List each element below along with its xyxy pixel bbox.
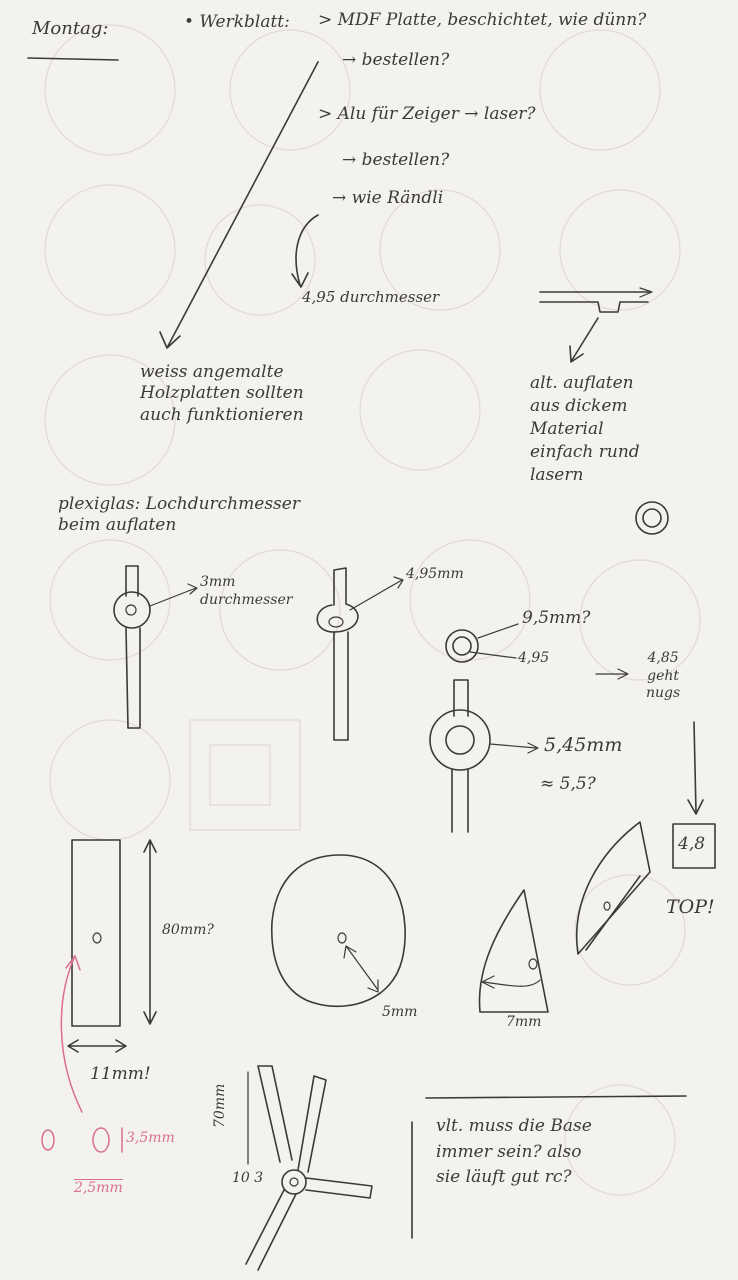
five45mm-label: 5,45mm — [544, 734, 623, 756]
heading-underline — [27, 57, 119, 61]
sector-shapes — [478, 821, 651, 1013]
weiss-note: weiss angemalte Holzplatten sollten auch… — [140, 362, 304, 425]
approx55-label: ≈ 5,5? — [540, 774, 596, 794]
clock-hand-3 — [429, 679, 539, 833]
bestellen-note-1: → bestellen? — [342, 50, 450, 70]
pink-circle-small — [41, 1129, 55, 1151]
profile-arrow — [639, 287, 653, 298]
pink-arrow-head — [65, 954, 81, 971]
four95-label: 4,95 — [518, 650, 550, 666]
large-disc — [271, 854, 406, 1008]
seventy-mm-label: 70mm — [212, 1083, 228, 1128]
diagonal-arrow-head — [159, 331, 181, 349]
diagonal-arrow-line — [167, 61, 319, 347]
profile-down-arrowhead — [569, 345, 584, 363]
five-mm-label: 5mm — [382, 1004, 418, 1020]
top-label: TOP! — [666, 896, 715, 918]
ring-outer — [635, 501, 669, 535]
alt-note: alt. auflaten aus dickem Material einfac… — [530, 373, 640, 485]
two5mm-label: 2,5mm — [74, 1180, 123, 1196]
curved-arrow-head — [291, 272, 309, 288]
result-box — [672, 823, 716, 869]
bestellen-note-2: → bestellen? — [342, 150, 450, 170]
bar-sketch — [67, 839, 157, 1053]
four85-label: 4,85 geht nugs — [646, 650, 681, 701]
washer-ring — [445, 623, 629, 680]
raendli-note: → wie Rändli — [332, 188, 444, 208]
alu-note: > Alu für Zeiger → laser? — [318, 104, 536, 124]
durchmesser-note: 4,95 durchmesser — [302, 288, 440, 306]
pink-circle-large — [92, 1127, 110, 1153]
ghost-marks — [44, 24, 701, 1196]
profile-down-arrow — [571, 317, 599, 361]
note-top-line — [425, 1095, 687, 1099]
ring-inner — [642, 508, 662, 528]
mdf-note: > MDF Platte, beschichtet, wie dünn? — [318, 10, 647, 30]
clock-hand-2 — [316, 567, 404, 741]
bottom-question-note: vlt. muss die Base immer sein? also sie … — [436, 1116, 592, 1187]
eleven-mm-label: 11mm! — [90, 1064, 151, 1084]
clock-hand-1 — [113, 565, 198, 729]
nine5mm-label: 9,5mm? — [522, 608, 591, 628]
three-arm-hand — [245, 1065, 373, 1271]
ten-three-label: 10 3 — [232, 1170, 264, 1186]
plexiglas-note: plexiglas: Lochdurchmesser beim auflaten — [58, 494, 300, 536]
box-value: 4,8 — [678, 834, 706, 854]
profile-sketch — [539, 291, 651, 313]
seven-mm-label: 7mm — [506, 1014, 542, 1030]
four95mm-label: 4,95mm — [406, 566, 464, 582]
three-mm-label: 3mm durchmesser — [200, 574, 293, 608]
eighty-mm-label: 80mm? — [162, 922, 214, 938]
pink-arrow — [60, 957, 83, 1113]
arrow-to-box — [693, 721, 697, 813]
curved-arrow — [295, 214, 319, 286]
werkblatt-label: • Werkblatt: — [184, 12, 290, 32]
heading: Montag: — [32, 18, 109, 39]
three5mm-label: 3,5mm — [126, 1130, 175, 1146]
arrow-to-box-head — [687, 799, 704, 815]
